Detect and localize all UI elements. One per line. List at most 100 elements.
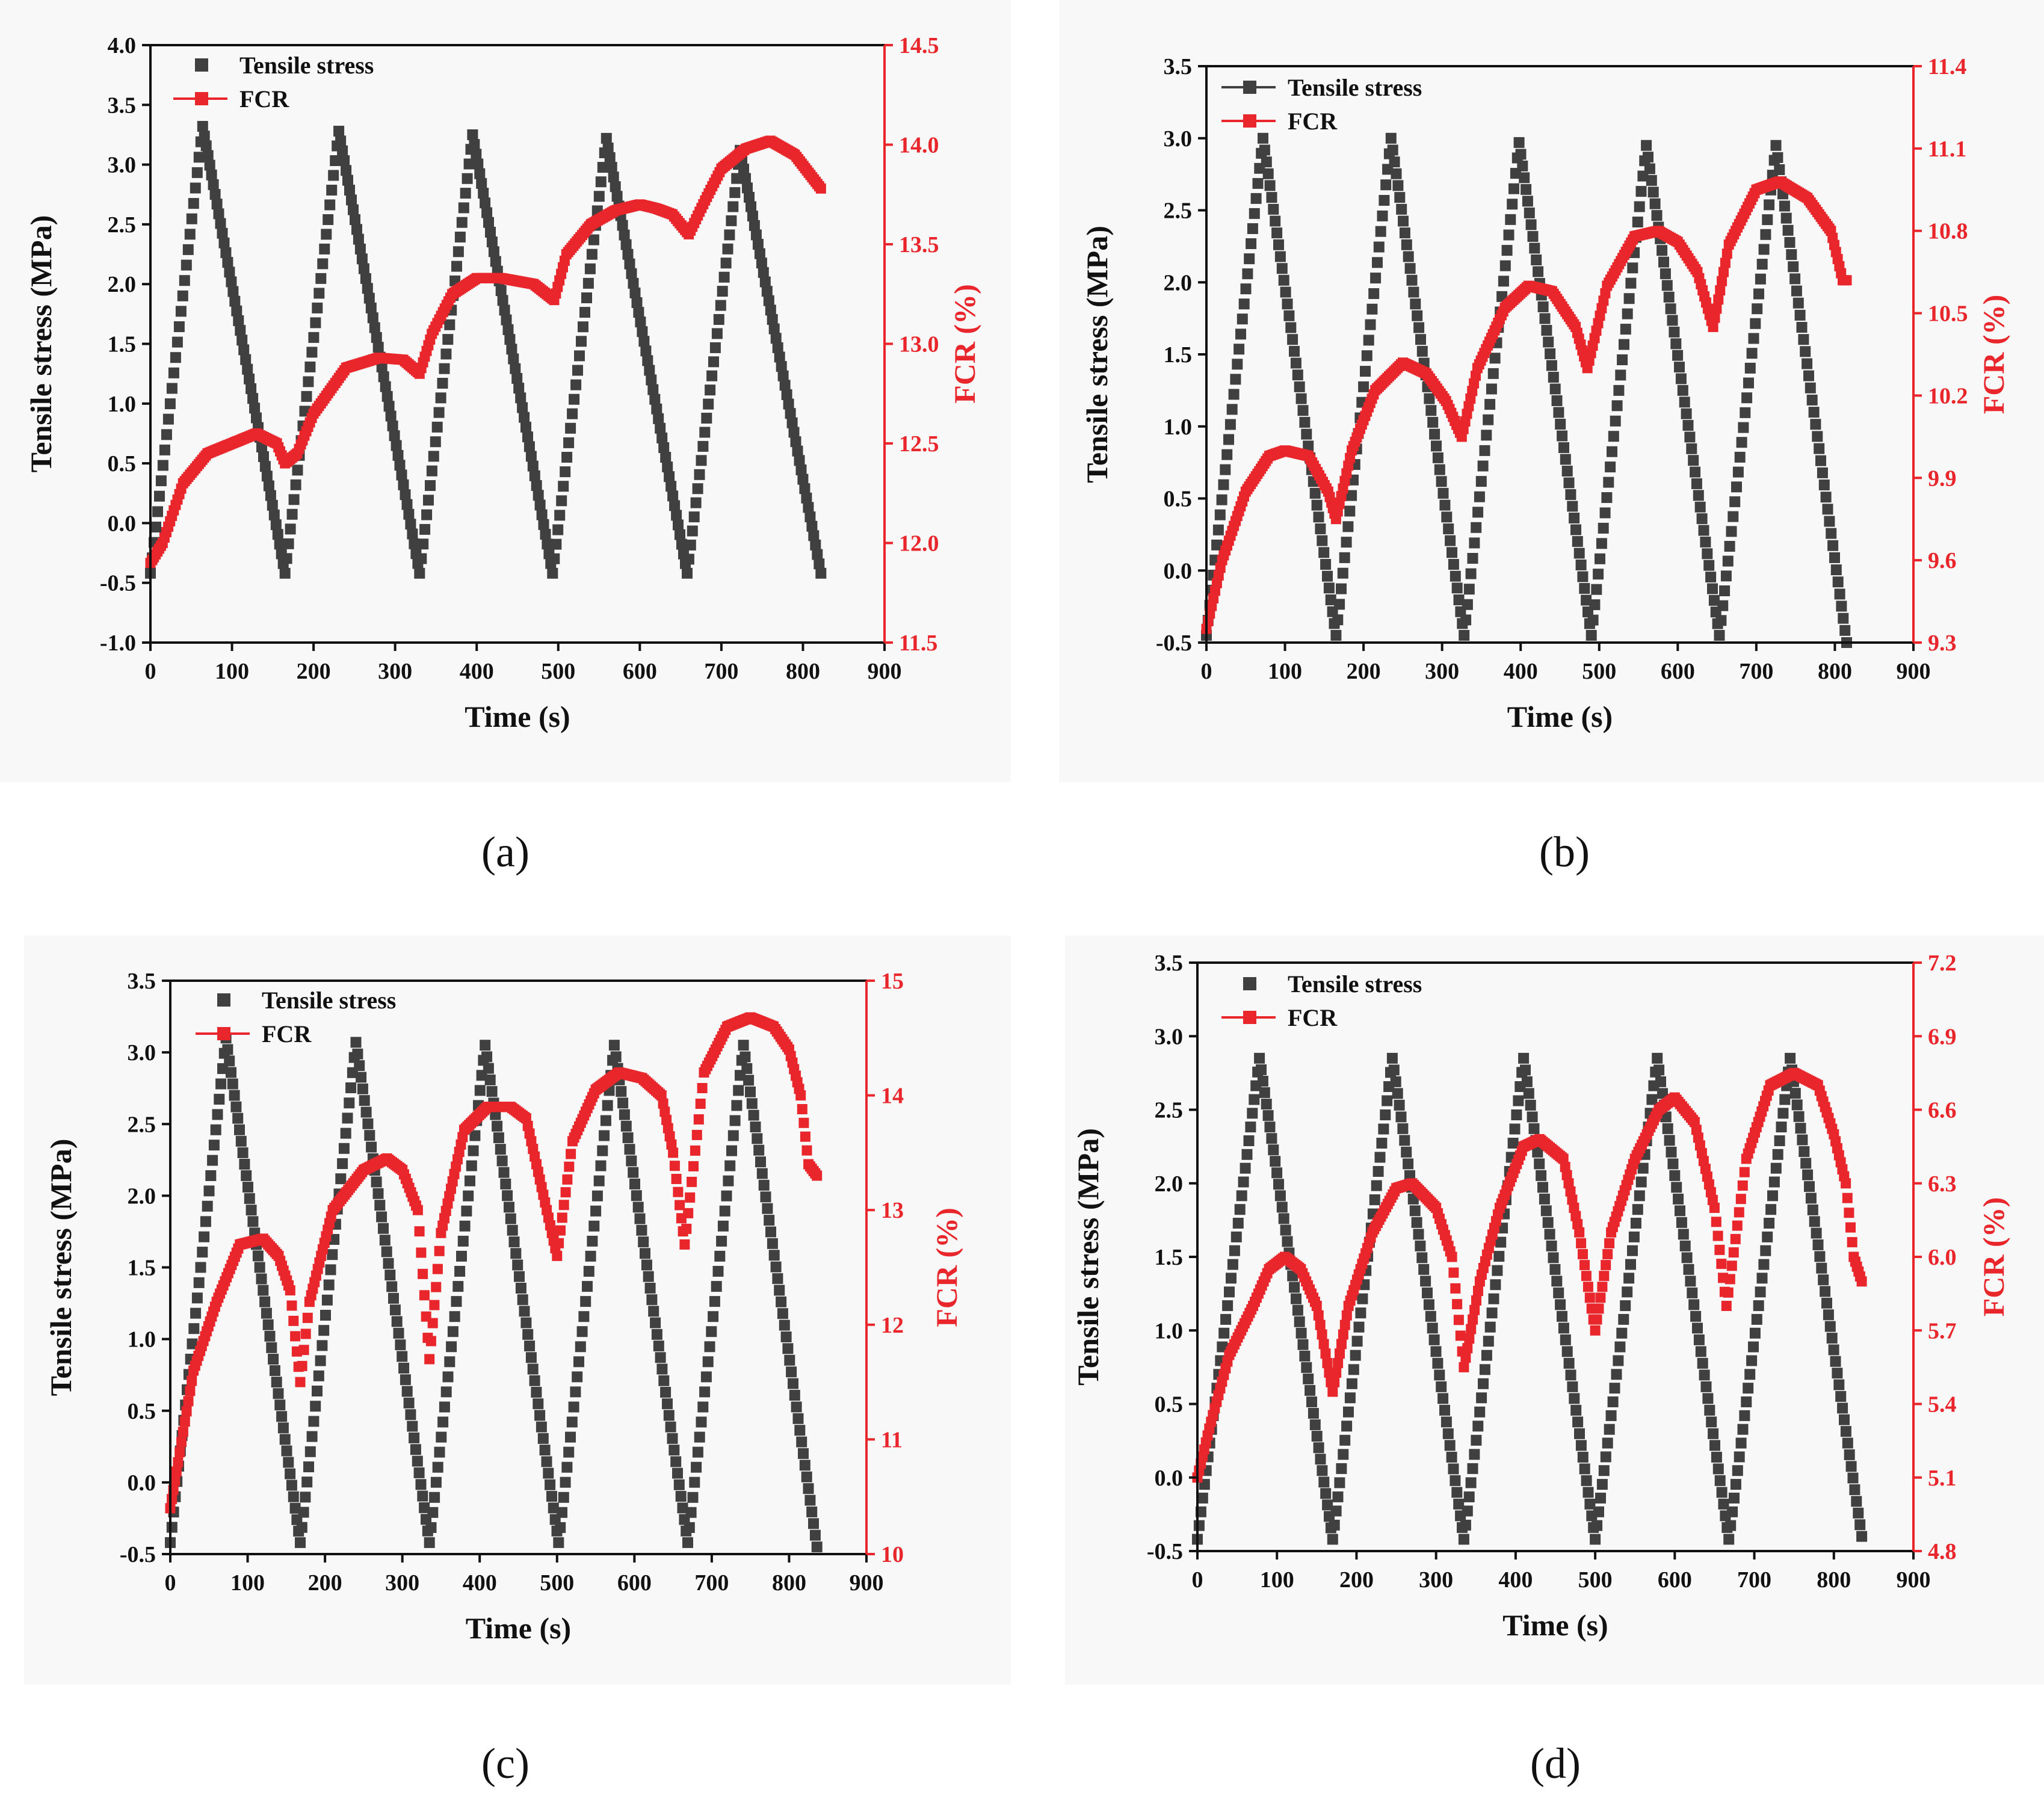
- stress-marker: [1591, 584, 1602, 595]
- stress-marker: [1725, 1520, 1737, 1531]
- stress-marker: [1746, 348, 1758, 359]
- stress-marker: [350, 214, 360, 225]
- fcr-marker: [1735, 1194, 1746, 1205]
- stress-marker: [1622, 1286, 1633, 1298]
- stress-marker: [410, 1444, 421, 1455]
- stress-marker: [283, 1457, 294, 1468]
- stress-marker: [215, 218, 226, 229]
- stress-marker: [362, 1118, 374, 1129]
- fcr-marker: [300, 1328, 311, 1339]
- y-tick-label: 2.5: [108, 212, 137, 238]
- stress-marker: [259, 461, 271, 472]
- stress-marker: [456, 1250, 467, 1262]
- stress-marker: [660, 1387, 672, 1398]
- stress-marker: [1679, 1240, 1691, 1251]
- stress-marker: [345, 1082, 357, 1093]
- fcr-marker: [1847, 1237, 1857, 1248]
- stress-marker: [1240, 283, 1252, 295]
- stress-marker: [258, 1285, 269, 1296]
- stress-marker: [690, 497, 702, 508]
- stress-marker: [563, 437, 575, 448]
- stress-marker: [1371, 1180, 1382, 1191]
- stress-marker: [610, 1051, 622, 1063]
- stress-marker: [1309, 1419, 1321, 1431]
- fcr-marker: [1579, 1260, 1590, 1271]
- stress-marker: [1313, 1442, 1324, 1454]
- stress-marker: [434, 1446, 445, 1458]
- stress-marker: [310, 1401, 321, 1412]
- stress-marker: [1318, 547, 1330, 558]
- x-tick-label: 100: [215, 659, 249, 684]
- stress-marker: [713, 314, 724, 325]
- stress-marker: [515, 392, 526, 404]
- fcr-marker: [695, 1099, 706, 1109]
- stress-marker: [162, 413, 174, 425]
- stress-marker: [806, 520, 818, 532]
- stress-marker: [1652, 1052, 1663, 1064]
- stress-marker: [1398, 215, 1409, 227]
- stress-marker: [1399, 1135, 1410, 1146]
- stress-marker: [688, 511, 700, 523]
- fcr-marker: [664, 1131, 675, 1142]
- stress-marker: [229, 295, 241, 307]
- fcr-marker: [1700, 1164, 1711, 1174]
- stress-marker: [767, 1238, 778, 1249]
- fcr-marker: [1311, 1301, 1322, 1311]
- stress-marker: [683, 554, 694, 565]
- stress-marker: [1830, 1356, 1841, 1367]
- stress-marker: [519, 1306, 530, 1317]
- stress-marker: [644, 365, 655, 376]
- stress-marker: [729, 1115, 741, 1126]
- y2-tick-label: 7.2: [1928, 951, 1957, 976]
- x-tick-label: 200: [1339, 1567, 1374, 1593]
- stress-marker: [673, 519, 684, 531]
- stress-marker: [616, 1086, 627, 1097]
- stress-marker: [1575, 560, 1587, 570]
- stress-marker: [1625, 1259, 1636, 1270]
- stress-marker: [1469, 537, 1480, 549]
- stress-marker: [1658, 256, 1669, 268]
- panel-caption: (a): [481, 828, 530, 876]
- stress-marker: [567, 408, 578, 419]
- x-tick-label: 600: [623, 659, 657, 684]
- stress-marker: [570, 1386, 581, 1398]
- stress-marker: [231, 305, 242, 316]
- stress-marker: [1746, 1355, 1758, 1366]
- stress-marker: [1508, 183, 1519, 194]
- stress-marker: [1385, 132, 1397, 144]
- stress-marker: [1317, 1465, 1328, 1476]
- stress-marker: [804, 511, 816, 523]
- fcr-marker: [1724, 1274, 1735, 1285]
- fcr-marker: [815, 183, 826, 194]
- stress-marker: [677, 1502, 688, 1514]
- stress-marker: [539, 1445, 551, 1456]
- stress-marker: [1287, 1270, 1298, 1282]
- stress-marker: [662, 461, 673, 473]
- stress-marker: [1800, 346, 1811, 357]
- stress-marker: [1401, 239, 1412, 250]
- stress-marker: [1483, 414, 1494, 425]
- stress-marker: [595, 1160, 607, 1171]
- stress-marker: [1632, 217, 1643, 227]
- stress-marker: [1268, 1144, 1279, 1156]
- stress-marker: [795, 464, 807, 475]
- fcr-marker: [1468, 1314, 1478, 1325]
- stress-marker: [514, 1271, 525, 1282]
- stress-marker: [150, 522, 161, 532]
- stress-marker: [784, 1354, 795, 1366]
- stress-marker: [1619, 339, 1629, 350]
- fcr-marker: [1720, 258, 1731, 268]
- stress-marker: [700, 1371, 712, 1383]
- stress-marker: [1436, 476, 1447, 487]
- stress-marker: [588, 1220, 600, 1232]
- stress-marker: [523, 441, 535, 452]
- stress-marker: [606, 162, 617, 173]
- stress-marker: [759, 276, 771, 288]
- stress-marker: [1840, 1426, 1851, 1437]
- stress-marker: [1718, 1498, 1729, 1510]
- y-tick-label: 0.0: [1155, 1466, 1184, 1491]
- stress-marker: [1572, 536, 1583, 547]
- fcr-marker: [1726, 1260, 1737, 1271]
- stress-marker: [1684, 431, 1696, 443]
- stress-marker: [798, 1448, 809, 1459]
